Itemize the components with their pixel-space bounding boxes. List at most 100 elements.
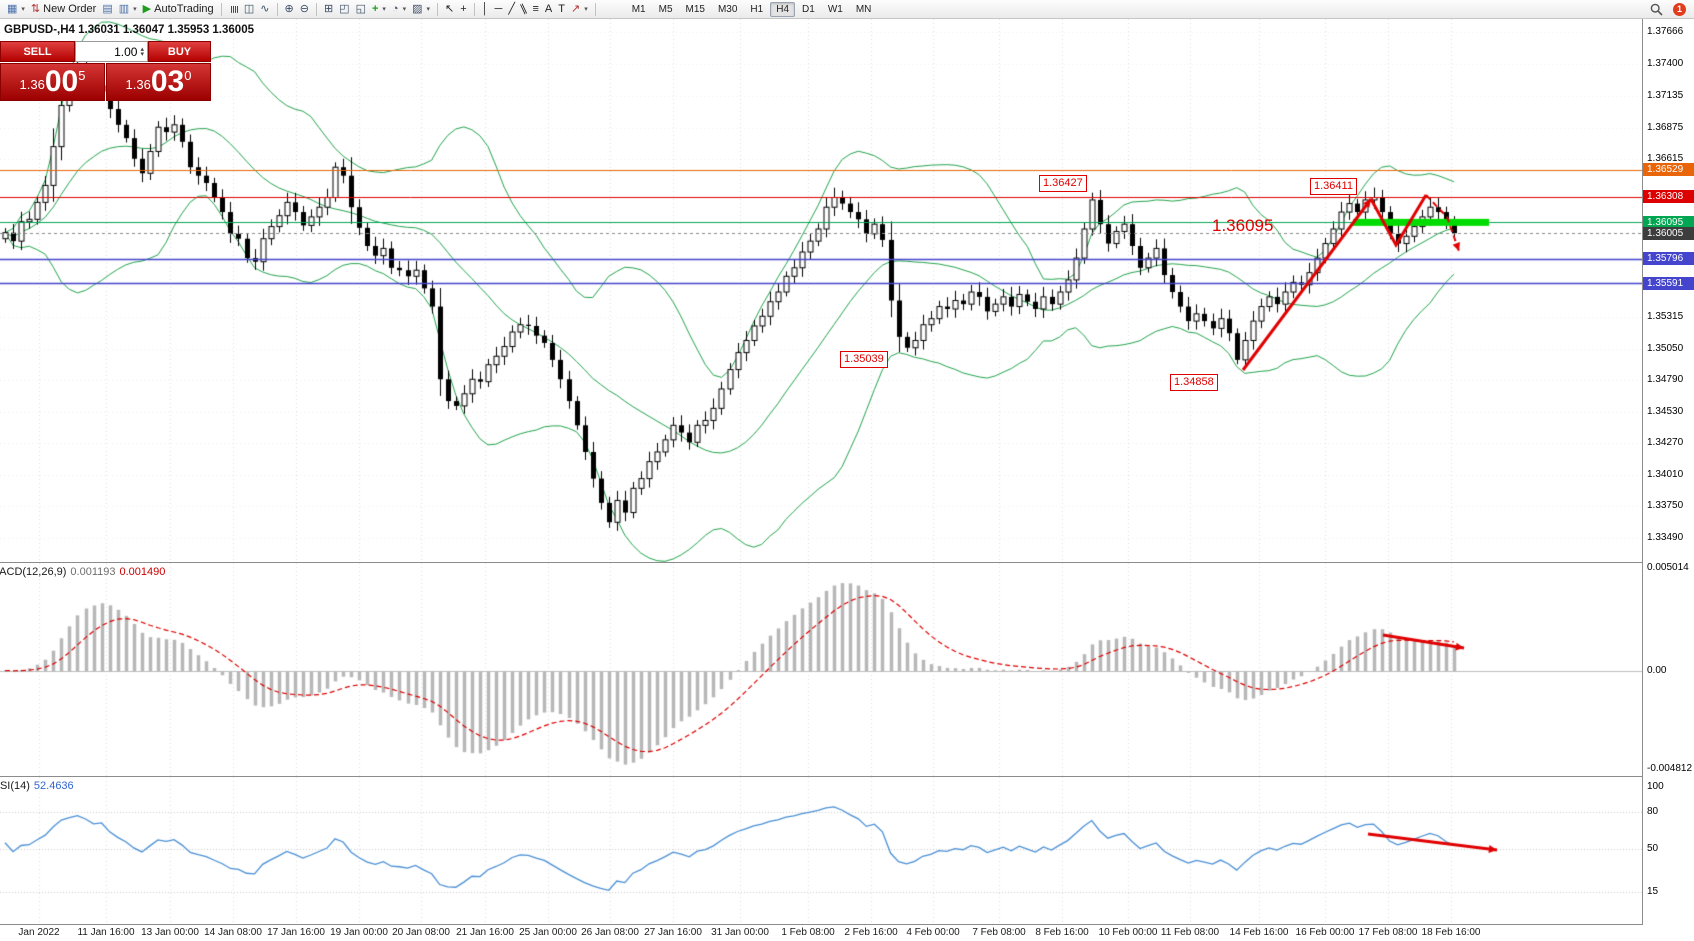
- toolbar-separator: [315, 2, 317, 16]
- templates-button[interactable]: ▨ ▾: [409, 1, 433, 18]
- toolbar-separator: [594, 2, 596, 16]
- panel-separator: [0, 924, 1694, 925]
- trendline-icon[interactable]: ╱: [505, 1, 518, 18]
- timeframe-mn-button[interactable]: MN: [855, 3, 872, 15]
- panel-separator[interactable]: [0, 776, 1694, 777]
- tile-windows-icon[interactable]: ⊞: [321, 1, 336, 18]
- price-annotation: 1.35039: [840, 351, 888, 368]
- autotrading-button[interactable]: ▶ AutoTrading: [140, 1, 217, 18]
- vertical-line-icon-glyph: │: [481, 2, 489, 15]
- panel-separator[interactable]: [0, 562, 1694, 563]
- dropdown-caret-icon[interactable]: ▾: [402, 6, 407, 13]
- crosshair-icon-glyph: +: [460, 2, 467, 15]
- one-click-trading-panel: SELL 1.00 ▴ ▾ BUY 1.36 00 5 1.36 03 0: [0, 41, 211, 101]
- profiles-icon[interactable]: ▥ ▾: [116, 1, 140, 18]
- cursor-icon[interactable]: ↖: [442, 1, 457, 18]
- timeframe-h4-button[interactable]: H4: [770, 1, 796, 17]
- text-icon[interactable]: A: [542, 1, 555, 18]
- timeframe-w1-button[interactable]: W1: [827, 3, 843, 15]
- volume-up-icon[interactable]: ▴: [140, 45, 144, 53]
- candlestick-chart-icon[interactable]: ◫: [241, 1, 257, 18]
- indicators-button[interactable]: + ▾: [369, 1, 389, 18]
- line-chart-icon-glyph: ∿: [260, 2, 270, 15]
- line-chart-icon[interactable]: ∿: [257, 1, 272, 18]
- new-order-button-label: New Order: [43, 3, 97, 15]
- price-badge: 1.35796: [1643, 252, 1694, 265]
- dropdown-caret-icon[interactable]: ▾: [584, 6, 588, 13]
- vertical-line-icon[interactable]: │: [479, 1, 492, 18]
- time-tick: 26 Jan 08:00: [581, 927, 639, 938]
- templates-glyph: ▨: [412, 2, 423, 15]
- cascade-windows-icon[interactable]: ◰: [336, 1, 352, 18]
- timeframe-d1-button[interactable]: D1: [802, 3, 815, 15]
- notification-badge[interactable]: 1: [1673, 2, 1686, 16]
- time-tick: 2 Feb 16:00: [844, 927, 898, 938]
- timeframe-m15-button[interactable]: M15: [685, 3, 705, 15]
- zoom-in-icon[interactable]: ⊕: [282, 1, 297, 18]
- dropdown-caret-icon[interactable]: ▾: [382, 6, 386, 13]
- volume-input[interactable]: 1.00 ▴ ▾: [75, 41, 148, 62]
- new-order-button[interactable]: ⇅ New Order: [28, 1, 99, 18]
- trendline-icon-glyph: ╱: [508, 2, 515, 15]
- price-annotation: 1.36427: [1039, 175, 1087, 192]
- price-tick: 1.34790: [1647, 374, 1684, 385]
- price-badge: 1.36308: [1643, 190, 1694, 203]
- buy-price-display[interactable]: 1.36 03 0: [106, 63, 211, 101]
- arrange-windows-icon[interactable]: ◱: [353, 1, 369, 18]
- periods-button[interactable]: ◔ ▾: [389, 1, 409, 18]
- bar-chart-icon[interactable]: ≣: [226, 1, 241, 18]
- time-tick: 31 Jan 00:00: [711, 927, 769, 938]
- crosshair-icon[interactable]: +: [457, 1, 469, 18]
- zoom-out-icon[interactable]: ⊖: [297, 1, 312, 18]
- bar-chart-icon-glyph: ≣: [227, 4, 240, 14]
- timeframe-m5-button[interactable]: M5: [658, 3, 673, 15]
- timeframe-h1-button[interactable]: H1: [750, 3, 764, 15]
- dropdown-caret-icon[interactable]: ▾: [133, 6, 137, 13]
- channel-icon[interactable]: ∥: [518, 1, 530, 18]
- chart-window-icon[interactable]: ▤: [99, 1, 115, 18]
- time-tick: 25 Jan 00:00: [519, 927, 577, 938]
- fibonacci-icon[interactable]: ≡: [529, 1, 541, 18]
- price-tick: 1.36875: [1647, 122, 1684, 133]
- fibonacci-icon-glyph: ≡: [532, 2, 539, 15]
- time-tick: 14 Feb 16:00: [1229, 927, 1289, 938]
- price-badge: 1.36529: [1643, 163, 1694, 176]
- arrows-icon-glyph: ↗: [570, 2, 581, 15]
- timeframe-m30-button[interactable]: M30: [717, 3, 738, 15]
- sell-price-display[interactable]: 1.36 00 5: [0, 63, 105, 101]
- macd-tick: 0.005014: [1647, 562, 1689, 573]
- time-tick: 4 Feb 00:00: [906, 927, 960, 938]
- macd-canvas[interactable]: [0, 563, 1642, 776]
- cascade-windows-icon-glyph: ◰: [339, 2, 350, 15]
- search-icon[interactable]: [1647, 1, 1666, 18]
- volume-down-icon[interactable]: ▾: [140, 50, 144, 58]
- volume-spinner[interactable]: ▴ ▾: [140, 45, 144, 58]
- time-axis[interactable]: Jan 2022 11 Jan 16:00 13 Jan 00:00 14 Jan 0…: [0, 925, 1694, 941]
- zoom-in-icon-glyph: ⊕: [284, 2, 294, 15]
- buy-button[interactable]: BUY: [148, 41, 211, 62]
- dropdown-caret-icon[interactable]: ▾: [426, 6, 431, 13]
- price-tick: 1.37135: [1647, 90, 1684, 101]
- time-tick: 18 Feb 16:00: [1421, 927, 1481, 938]
- text-label-icon[interactable]: T: [555, 1, 568, 18]
- rsi-tick: 15: [1647, 886, 1659, 897]
- rsi-canvas[interactable]: [0, 777, 1642, 924]
- timeframe-m1-button[interactable]: M1: [631, 3, 646, 15]
- rsi-tick: 80: [1647, 806, 1659, 817]
- toolbar: ▦ ▾ ⇅ New Order ▤ ▥ ▾ ▶ AutoTrading ≣ ◫ ∿ ⊕ ⊖ ⊞ ◰ ◱ + ▾ ◔ ▾ ▨…: [0, 0, 1694, 19]
- time-tick: 11 Jan 16:00: [77, 927, 135, 938]
- sell-button[interactable]: SELL: [0, 41, 75, 62]
- arrange-windows-icon-glyph: ◱: [355, 2, 366, 15]
- indicators-glyph: +: [371, 2, 379, 15]
- time-tick: 10 Feb 00:00: [1098, 927, 1158, 938]
- toolbar-separator: [473, 2, 475, 16]
- new-chart-button[interactable]: ▦ ▾: [4, 1, 28, 18]
- arrows-icon[interactable]: ↗ ▾: [568, 1, 591, 18]
- price-axis[interactable]: 1.37666 1.37400 1.37135 1.36875 1.36615 1.353…: [1642, 19, 1694, 925]
- price-tick: 1.34530: [1647, 406, 1684, 417]
- horizontal-line-icon[interactable]: ─: [492, 1, 506, 18]
- trade-prices-row: 1.36 00 5 1.36 03 0: [0, 63, 211, 101]
- dropdown-caret-icon[interactable]: ▾: [21, 6, 25, 13]
- price-chart-canvas[interactable]: [0, 19, 1642, 562]
- time-tick: 20 Jan 08:00: [392, 927, 450, 938]
